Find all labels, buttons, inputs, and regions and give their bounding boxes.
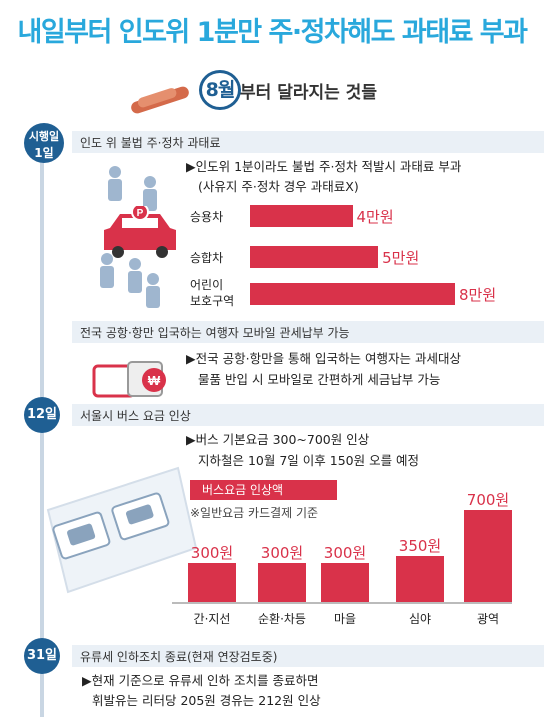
svg-text:₩: ₩ [148,373,161,388]
svg-text:P: P [137,208,144,219]
bus-fare-value-label: 300원 [260,543,304,562]
bus-fare-value-label: 300원 [190,543,234,562]
bus-fare-category-label: 간·지선 [193,612,231,626]
people-icon [100,166,160,308]
fine-bar [250,205,353,227]
section-3-bullet-line2: 지하철은 10월 7일 이후 150원 오를 예정 [198,453,420,468]
bus-fare-value-label: 350원 [398,537,442,555]
date-line-1: 시행일 [28,130,60,143]
section-header-4: 유류세 인하조치 종료(현재 연장검토중) [72,645,544,667]
section-header-text: 유류세 인하조치 종료(현재 연장검토중) [80,650,278,664]
bullet-line: 전국 공항·항만을 통해 입국하는 여행자는 과세대상 [195,351,461,366]
bullet-line: 현재 기준으로 유류세 인하 조치를 종료하면 [91,673,319,688]
bullet-marker: ▶ [186,159,196,174]
bus-fare-bar [321,562,369,602]
section-4-bullet-line2: 휘발유는 리터당 205원 경유는 212원 인상 [92,693,321,708]
fine-bar [250,246,379,268]
bullet-line: 버스 기본요금 300~700원 인상 [195,432,370,447]
date-badge-3: 12일 [24,397,60,433]
date-line-2: 1일 [34,146,54,160]
bus-fare-value-label: 700원 [466,491,510,509]
bus-fare-category-label: 심야 [408,612,432,626]
section-3-bullet: ▶버스 기본요금 300~700원 인상 [186,430,369,450]
car-icon: P [104,206,176,258]
page-title: 내일부터 인도위 1분만 주·정차해도 과태료 부과 [17,17,528,48]
section-header-text: 전국 공항·항만 입국하는 여행자 모바일 관세납부 가능 [80,326,350,340]
magnifier-icon [131,86,189,114]
chart-baseline [172,602,512,604]
bus-fare-bar [258,562,306,602]
section-1-bullet-line2: (사유지 주·정차 경우 과태료X) [198,179,359,194]
bus-fare-value-label: 300원 [323,543,367,562]
chart-subtitle: ※일반요금 카드결제 기준 [190,506,319,520]
bus-fare-category-label: 광역 [476,612,500,626]
date-badge-4: 31일 [24,638,60,674]
section-2-bullet-line2: 물품 반입 시 모바일로 간편하게 세금납부 가능 [198,372,441,387]
fine-value-label: 8만원 [459,286,497,304]
bus-fare-bar [188,562,236,602]
bullet-line: 인도위 1분이라도 불법 주·정차 적발시 과태료 부과 [195,159,462,174]
section-header-text: 서울시 버스 요금 인상 [80,409,191,423]
section-2-bullet: ▶전국 공항·항만을 통해 입국하는 여행자는 과세대상 [186,349,461,369]
bullet-marker: ▶ [82,673,92,688]
bullet-marker: ▶ [186,432,196,447]
bus-fare-category-label: 마을 [333,612,357,626]
section-4-bullet: ▶현재 기준으로 유류세 인하 조치를 종료하면 [82,671,319,691]
date-badge-1: 시행일 1일 [24,123,64,163]
fine-bar [250,283,455,305]
bus-fare-bar [464,510,512,602]
bus-fare-category-label: 순환·차등 [258,612,306,626]
section-header-1: 인도 위 불법 주·정차 과태료 [72,131,544,153]
subtitle: 부터 달라지는 것들 [240,83,377,103]
bus-fare-bar [396,556,444,602]
ticket-icon [46,466,198,594]
month-badge: 8월 [199,70,241,110]
fine-category-label: 승용차 [190,210,224,224]
luggage-icon: ₩ [92,361,166,398]
section-header-2: 전국 공항·항만 입국하는 여행자 모바일 관세납부 가능 [72,321,544,343]
fine-category-label: 승합차 [190,251,224,265]
fine-value-label: 4만원 [356,208,394,226]
chart-title: 버스요금 인상액 [190,480,337,500]
fine-value-label: 5만원 [382,249,420,267]
fine-category-label: 어린이 보호구역 [190,278,235,308]
bullet-marker: ▶ [186,351,196,366]
section-header-text: 인도 위 불법 주·정차 과태료 [80,136,221,150]
section-1-bullet: ▶인도위 1분이라도 불법 주·정차 적발시 과태료 부과 [186,157,461,177]
section-header-3: 서울시 버스 요금 인상 [72,404,544,426]
